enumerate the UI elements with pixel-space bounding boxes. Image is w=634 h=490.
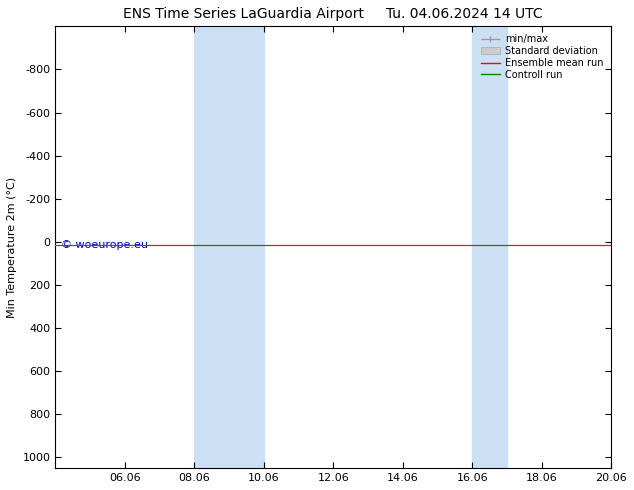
Y-axis label: Min Temperature 2m (°C): Min Temperature 2m (°C): [7, 177, 17, 318]
Text: © woeurope.eu: © woeurope.eu: [61, 240, 148, 250]
Bar: [194, 26, 264, 468]
Title: ENS Time Series LaGuardia Airport     Tu. 04.06.2024 14 UTC: ENS Time Series LaGuardia Airport Tu. 04…: [124, 7, 543, 21]
Bar: [472, 26, 507, 468]
Legend: min/max, Standard deviation, Ensemble mean run, Controll run: min/max, Standard deviation, Ensemble me…: [477, 31, 606, 83]
